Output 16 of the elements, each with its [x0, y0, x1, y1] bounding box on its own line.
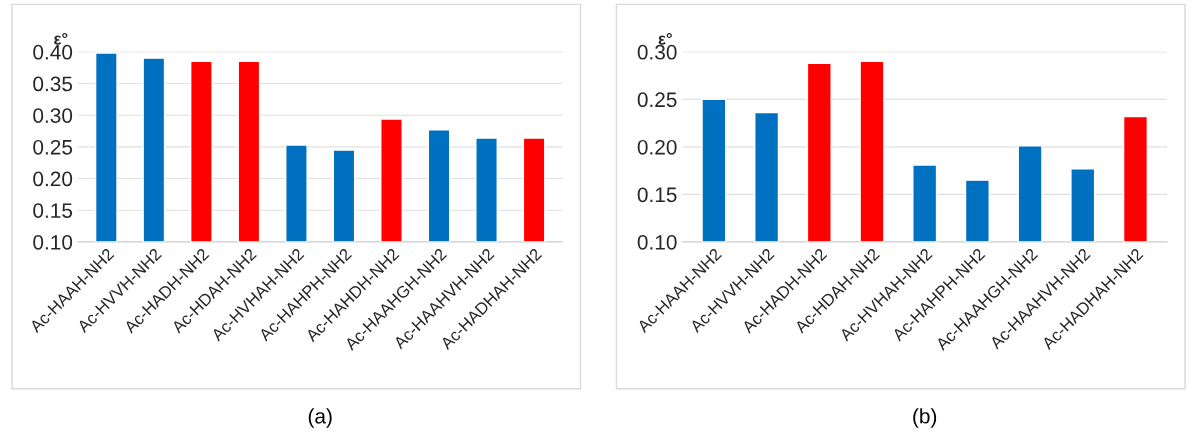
y-tick-label: 0.30: [33, 108, 73, 123]
text: (a): [308, 408, 332, 428]
y-tick-label: 0.25: [33, 139, 73, 155]
y-tick-label: 0.20: [637, 139, 677, 155]
y-tick-label: 0.30: [637, 44, 677, 60]
y-tick-label: 0.10: [33, 234, 73, 250]
y-tick-label: 0.20: [33, 171, 73, 187]
y-axis-title: ε°: [658, 32, 672, 45]
y-tick-label: 0.15: [33, 203, 73, 218]
text: (b): [913, 408, 937, 428]
y-tick-label: 0.40: [33, 44, 73, 60]
y-tick-label: 0.35: [33, 76, 73, 92]
y-tick-label: 0.15: [637, 187, 677, 203]
y-tick-label: 0.25: [637, 92, 677, 108]
y-tick-label: 0.10: [637, 234, 677, 250]
y-axis-title: ε°: [54, 32, 68, 45]
